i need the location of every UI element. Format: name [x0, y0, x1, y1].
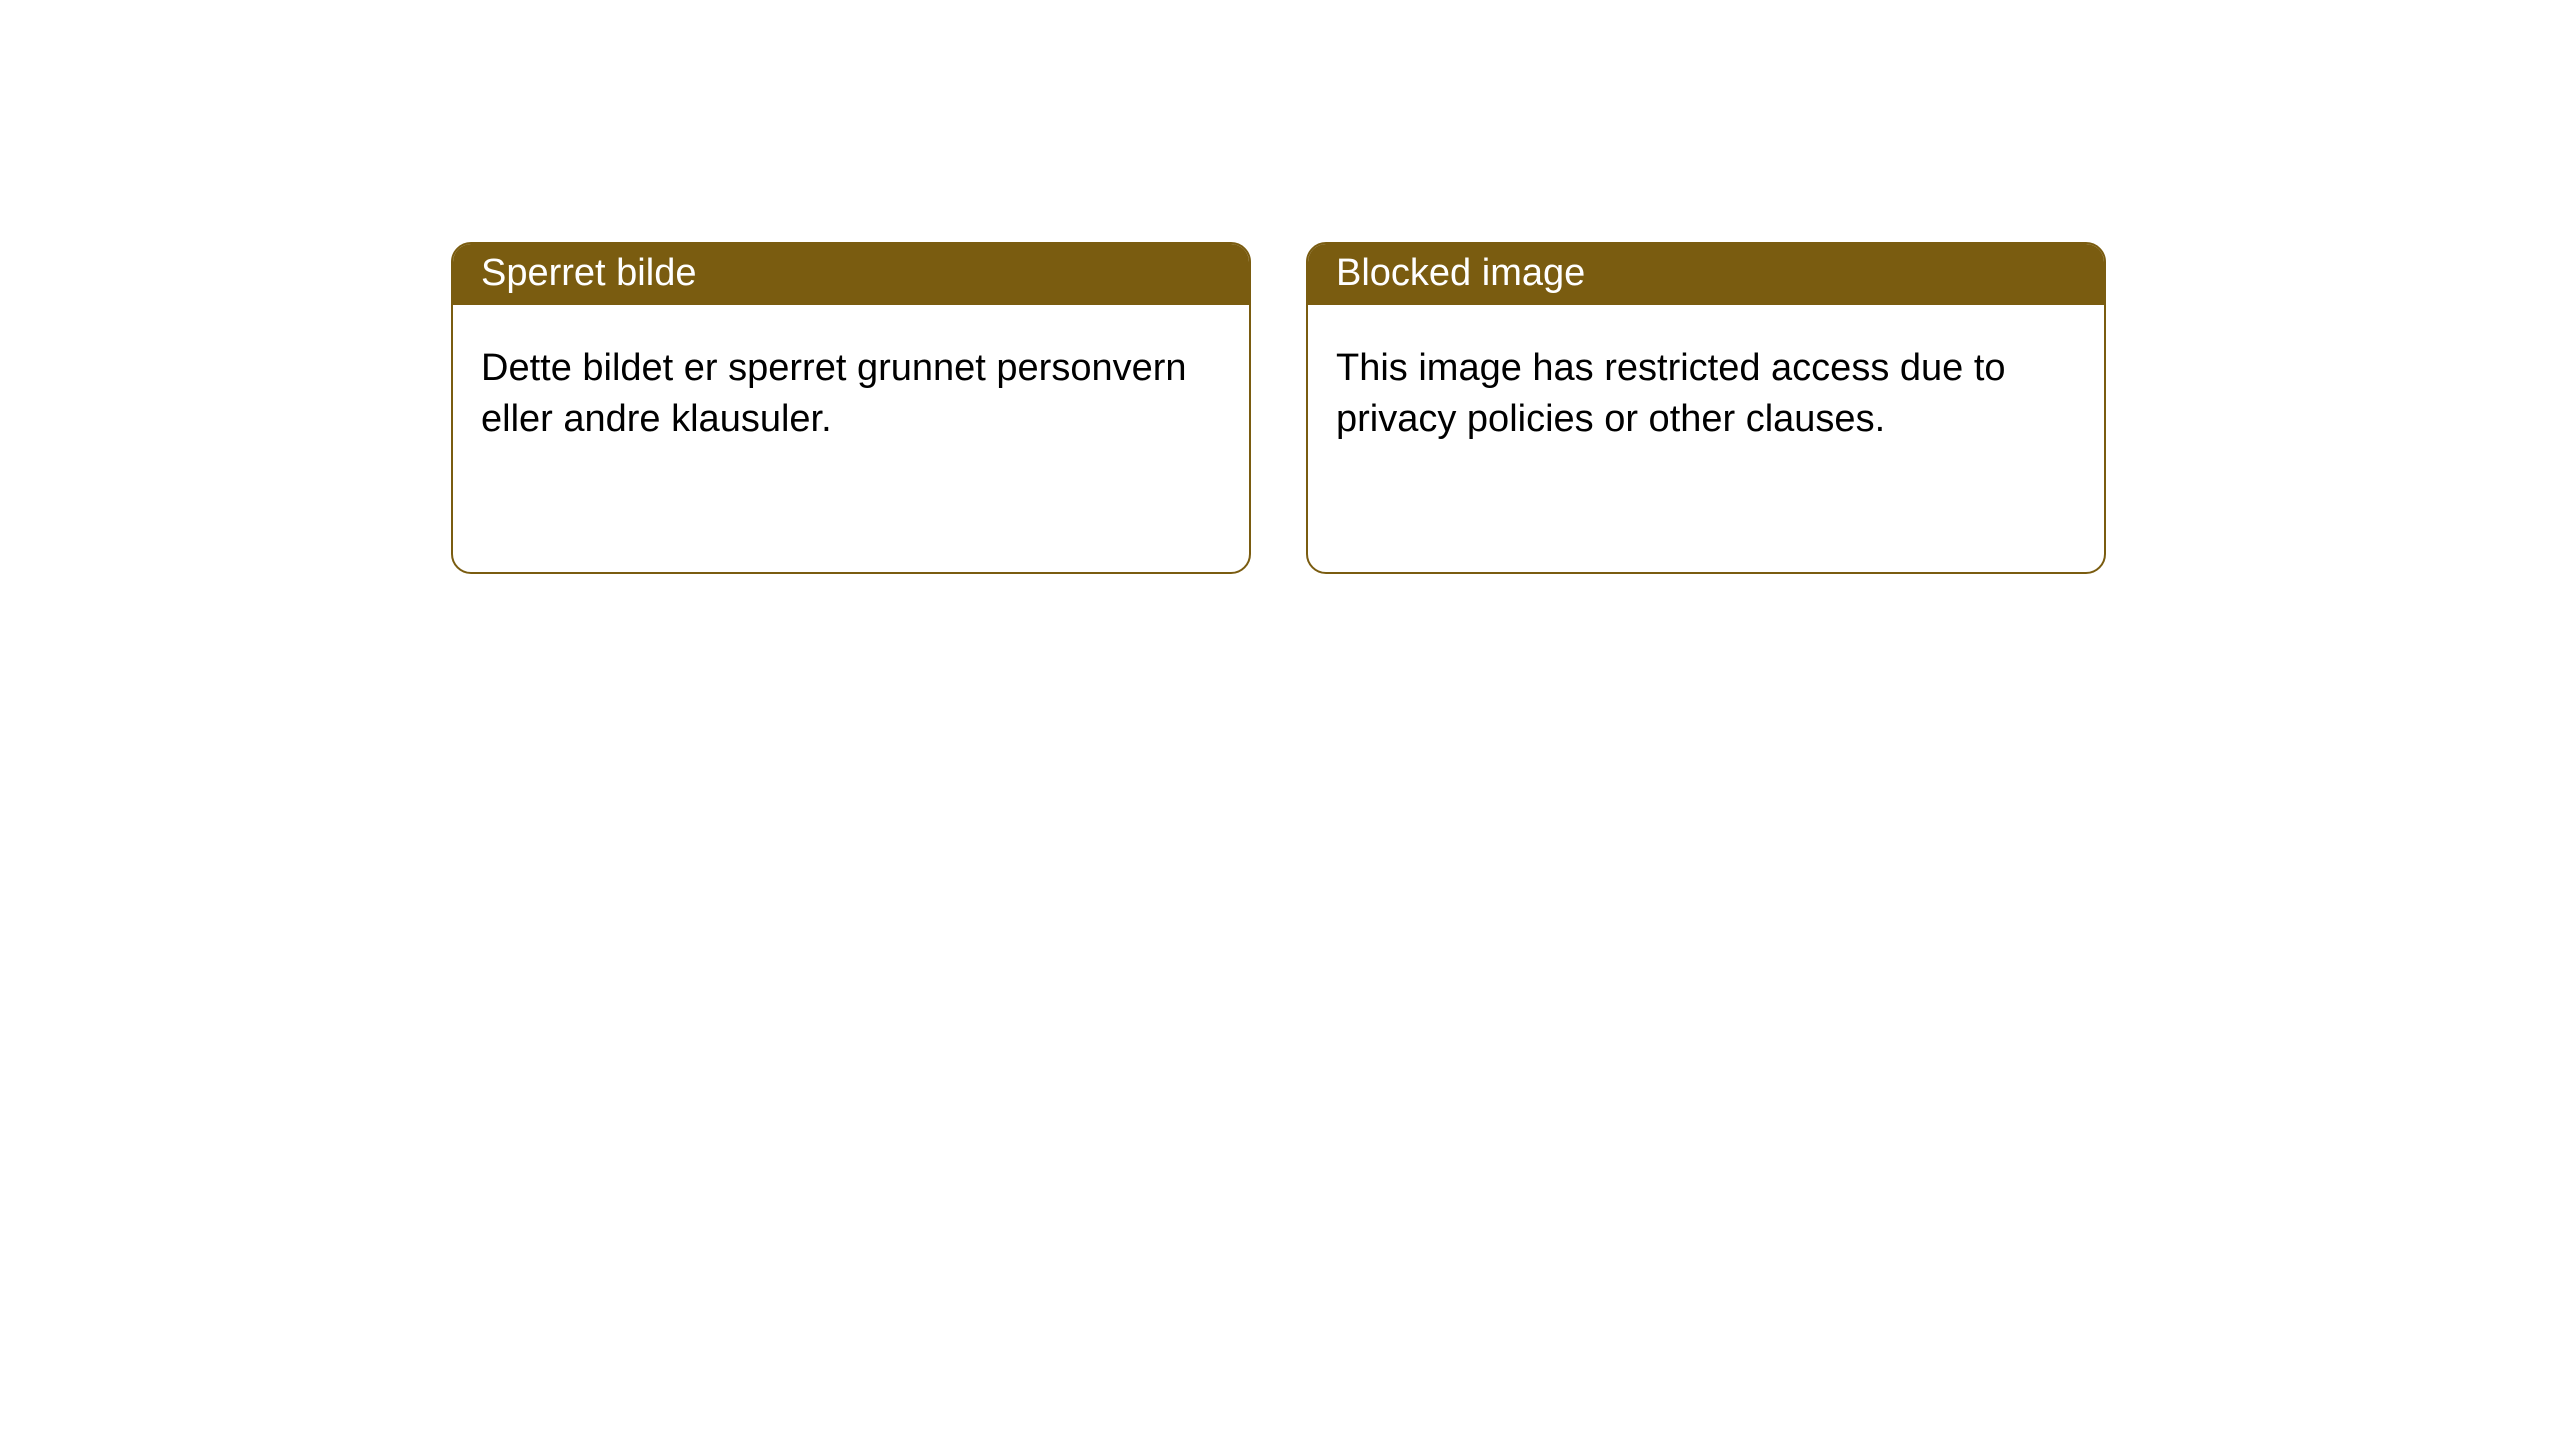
card-body: This image has restricted access due to …: [1308, 305, 2104, 484]
card-title: Sperret bilde: [481, 252, 696, 294]
blocked-image-card-english: Blocked image This image has restricted …: [1306, 242, 2106, 574]
card-body: Dette bildet er sperret grunnet personve…: [453, 305, 1249, 484]
blocked-image-card-norwegian: Sperret bilde Dette bildet er sperret gr…: [451, 242, 1251, 574]
card-body-text: This image has restricted access due to …: [1336, 347, 2006, 440]
card-title: Blocked image: [1336, 252, 1585, 294]
card-header: Sperret bilde: [453, 244, 1249, 305]
cards-container: Sperret bilde Dette bildet er sperret gr…: [0, 0, 2560, 574]
card-body-text: Dette bildet er sperret grunnet personve…: [481, 347, 1187, 440]
card-header: Blocked image: [1308, 244, 2104, 305]
